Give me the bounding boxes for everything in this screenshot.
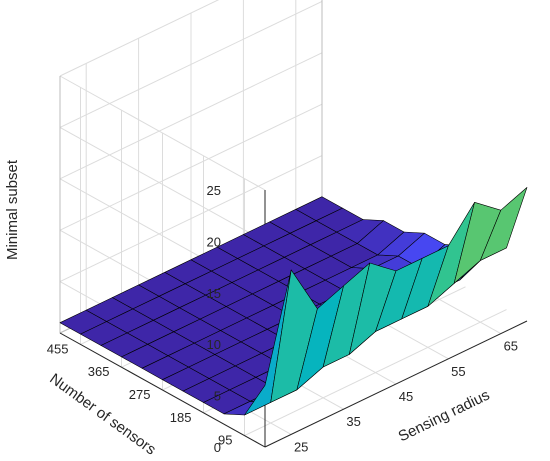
grid-line — [244, 309, 507, 437]
grid-line — [59, 0, 220, 77]
grid-line — [59, 103, 323, 231]
y-tick-label: 455 — [47, 341, 69, 356]
y-tick-label: 95 — [218, 433, 232, 448]
x-tick-label: 65 — [504, 339, 518, 354]
x-tick-label: 55 — [451, 364, 465, 379]
z-tick-label: 25 — [207, 183, 221, 198]
z-tick-label: 20 — [207, 234, 221, 249]
grid-line — [59, 52, 323, 180]
surface-facet — [479, 187, 528, 261]
grid-line — [59, 126, 266, 242]
surface-layer — [59, 187, 528, 416]
tick-labels: 0 5 10 15 20 25 455 365 275 185 95 25 35 45 55 65 — [47, 183, 518, 455]
grid-line — [59, 155, 323, 283]
y-axis-title: Number of sensors — [46, 370, 159, 458]
x-tick-label: 35 — [346, 414, 360, 429]
y-axis-line — [59, 332, 266, 448]
z-axis-title: Minimal subset — [4, 159, 21, 260]
z-tick-label: 15 — [207, 286, 221, 301]
y-tick-label: 365 — [88, 364, 110, 379]
z-tick-label: 10 — [207, 337, 221, 352]
z-tick-label: 5 — [214, 389, 221, 404]
grid-line — [59, 75, 266, 191]
y-tick-label: 185 — [170, 410, 192, 425]
x-tick-label: 25 — [294, 439, 308, 454]
x-tick-label: 45 — [399, 389, 413, 404]
x-axis-line — [264, 320, 528, 448]
grid-line — [59, 0, 323, 128]
y-tick-label: 275 — [129, 387, 151, 402]
z-tick-label: 0 — [214, 440, 221, 455]
